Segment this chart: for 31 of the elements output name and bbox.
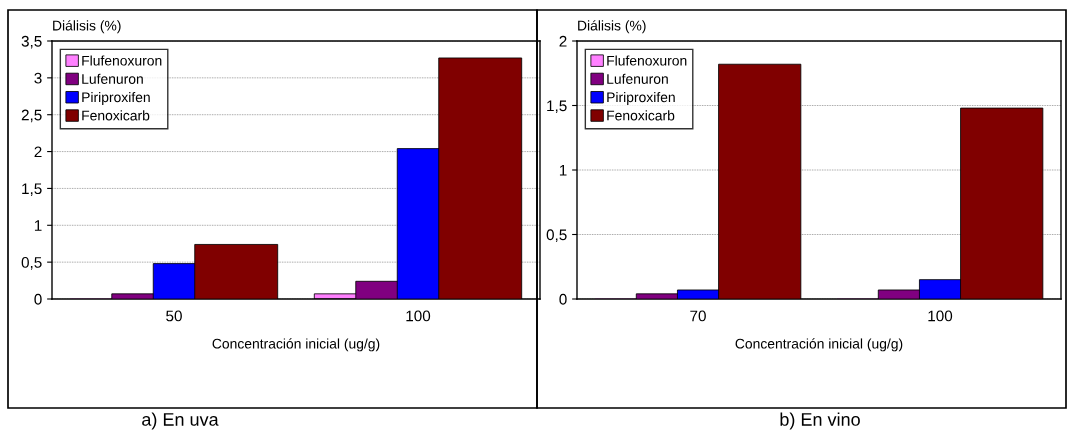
y-tick-label: 2,5 (21, 109, 42, 123)
x-tick-label: 70 (690, 310, 706, 322)
y-tick-label: 3 (34, 72, 42, 84)
text: a) En uva (142, 412, 219, 430)
y-tick-label: 0 (559, 293, 567, 305)
legend-label: Fenoxicarb (82, 110, 150, 121)
x-tick-label: 100 (928, 310, 953, 322)
y-tick-label: 0,5 (21, 257, 42, 270)
y-tick-label: 2 (34, 146, 42, 158)
y-tick-label: 0,5 (546, 229, 567, 242)
y-tick-label: 1,5 (22, 183, 42, 196)
y-tick-label: 3,5 (21, 35, 42, 49)
text: b) En vino (780, 412, 860, 430)
y-tick-label: 1,5 (547, 100, 567, 113)
y-tick-label: 0 (34, 293, 42, 305)
x-axis-title: Concentración inicial (ug/g) (735, 338, 903, 352)
legend-label: Lufenuron (607, 73, 668, 84)
y-axis-title: Diálisis (%) (53, 20, 121, 34)
legend-label: Fenoxicarb (607, 110, 675, 121)
x-tick-label: 50 (166, 310, 182, 322)
legend-label: Piriproxifen (82, 91, 150, 105)
y-axis-title: Diálisis (%) (578, 20, 646, 34)
y-tick-label: 1 (559, 165, 567, 176)
legend-label: Lufenuron (82, 73, 143, 84)
y-tick-label: 2 (559, 35, 567, 47)
legend-label: Flufenoxuron (82, 55, 162, 66)
y-tick-label: 1 (34, 220, 42, 231)
x-axis-title: Concentración inicial (ug/g) (212, 338, 380, 352)
legend-label: Flufenoxuron (607, 55, 687, 66)
x-tick-label: 100 (406, 310, 431, 322)
legend-label: Piriproxifen (607, 91, 675, 105)
